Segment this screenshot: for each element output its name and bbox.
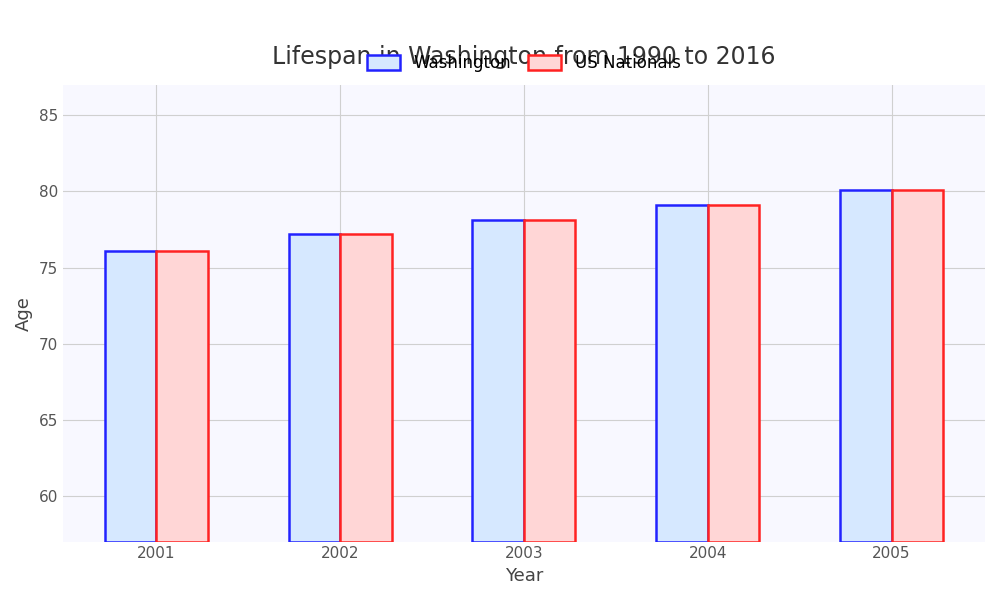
Bar	[289, 234, 340, 542]
Bar	[524, 220, 575, 542]
Y-axis label: Age: Age	[15, 296, 33, 331]
Bar	[156, 251, 208, 542]
Bar	[105, 251, 156, 542]
Bar	[708, 205, 759, 542]
Bar	[656, 205, 708, 542]
Bar	[340, 234, 392, 542]
Title: Lifespan in Washington from 1990 to 2016: Lifespan in Washington from 1990 to 2016	[272, 45, 776, 69]
Bar	[472, 220, 524, 542]
Bar	[840, 190, 892, 542]
Legend: Washington, US Nationals: Washington, US Nationals	[360, 47, 687, 79]
Bar	[892, 190, 943, 542]
X-axis label: Year: Year	[505, 567, 543, 585]
